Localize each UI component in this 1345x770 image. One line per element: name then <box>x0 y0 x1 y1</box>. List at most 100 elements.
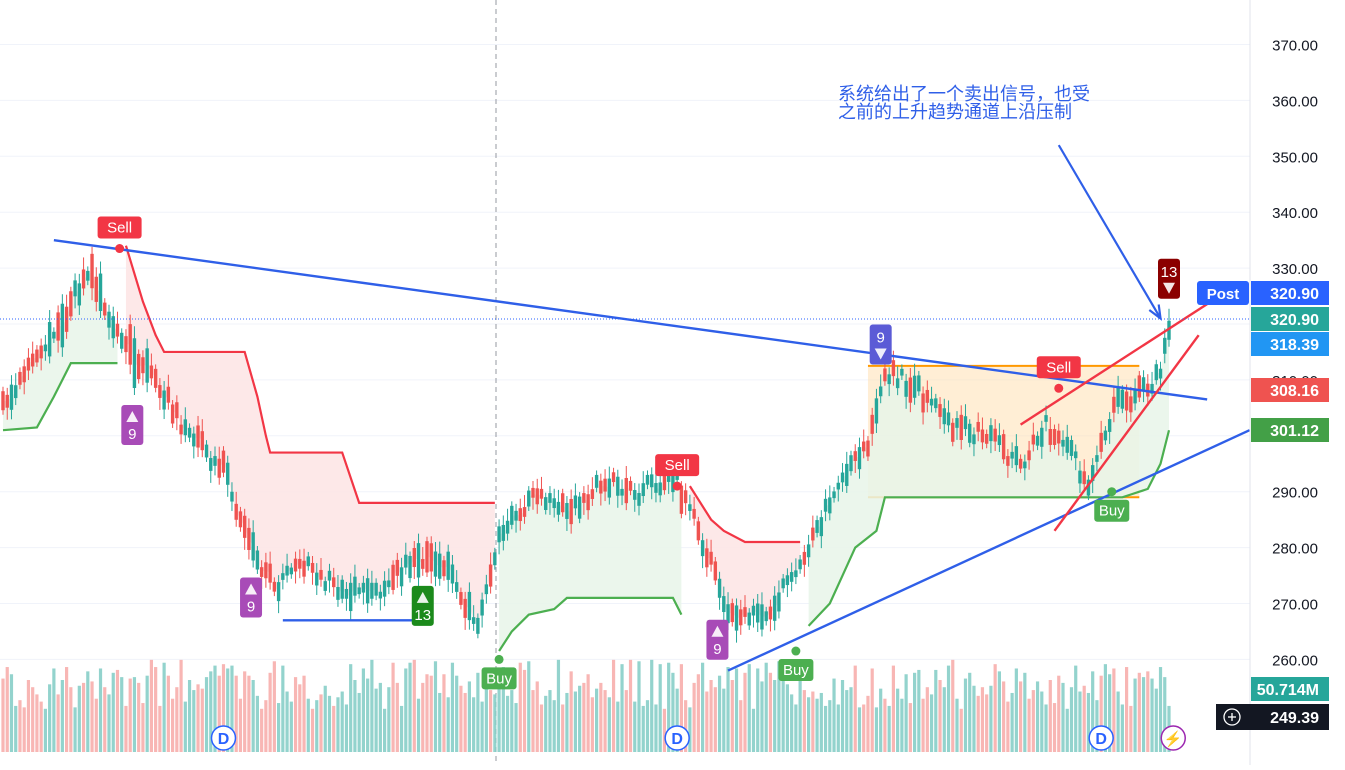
candle-body <box>857 447 862 470</box>
candle-body <box>136 353 141 380</box>
candle-body <box>505 520 510 534</box>
volume-bar <box>599 682 603 752</box>
candle-body <box>26 357 31 371</box>
supertrend-fill <box>689 486 801 620</box>
candle-body <box>730 603 734 623</box>
volume-bar <box>785 684 789 752</box>
candle-body <box>319 569 323 580</box>
volume-bar <box>204 677 209 752</box>
volume-bar <box>1108 674 1112 752</box>
supertrend-fill <box>499 476 682 652</box>
volume-bar <box>166 675 170 752</box>
candle-body <box>552 498 556 509</box>
candle-body <box>836 482 840 490</box>
candle-body <box>747 612 751 626</box>
candle-body <box>696 521 701 541</box>
volume-bar <box>832 678 836 752</box>
volume-bar <box>94 698 98 752</box>
candle-body <box>1061 439 1065 447</box>
volume-bar <box>985 694 989 752</box>
candle-body <box>209 458 213 471</box>
candle-body <box>1141 377 1146 391</box>
signal-sell-label[interactable] <box>1036 356 1081 379</box>
candle-body <box>69 291 73 317</box>
candle-body <box>802 551 807 565</box>
volume-bar <box>578 685 582 752</box>
volume-bar <box>667 662 671 752</box>
volume-bar <box>857 707 862 752</box>
trend-line[interactable] <box>1019 283 1238 426</box>
candle-body <box>908 377 913 403</box>
candle-body <box>395 559 400 576</box>
signal-buy-label[interactable] <box>481 667 517 690</box>
price-tag <box>1251 378 1329 402</box>
volume-bar <box>870 668 874 752</box>
plus-icon[interactable] <box>1223 708 1241 726</box>
volume-bar <box>467 681 471 752</box>
dividend-icon[interactable] <box>664 725 690 751</box>
candle-body <box>179 424 183 435</box>
volume-bar <box>1027 698 1031 752</box>
price-tag-label: 249.39 <box>1270 710 1319 727</box>
volume-bar <box>1019 681 1023 752</box>
candle-body <box>1112 396 1116 413</box>
candle-body <box>268 563 272 583</box>
signal-sell-label[interactable] <box>97 216 142 239</box>
candle-body <box>887 374 891 385</box>
candle-body <box>60 303 65 348</box>
candle-body <box>637 492 641 506</box>
volume-bar <box>764 662 768 752</box>
candle-body <box>306 556 310 567</box>
price-tag <box>1251 677 1329 701</box>
signal-buy-label[interactable] <box>1094 499 1130 522</box>
candle-body <box>429 543 433 572</box>
dividend-label: D <box>671 731 683 748</box>
volume-bar <box>925 687 929 752</box>
td-count-badge <box>411 585 434 626</box>
volume-bar <box>289 701 293 752</box>
volume-bar <box>162 662 166 752</box>
volume-bar <box>107 694 111 752</box>
volume-bar <box>955 698 959 752</box>
candle-body <box>815 520 819 533</box>
candle-body <box>756 603 760 623</box>
signal-sell-label[interactable] <box>655 454 700 477</box>
price-tick-label: 260.00 <box>1272 652 1318 669</box>
candle-body <box>86 270 90 281</box>
candle-body <box>196 425 200 448</box>
volume-bar <box>1031 690 1035 752</box>
candle-body <box>149 365 154 379</box>
trend-line[interactable] <box>727 429 1251 672</box>
trend-line[interactable] <box>1053 334 1200 532</box>
triangle-down-icon <box>874 348 887 360</box>
volume-bar <box>840 680 845 752</box>
trend-line[interactable] <box>53 238 1208 401</box>
volume-bar <box>1137 672 1141 752</box>
signal-buy-label[interactable] <box>778 659 814 682</box>
dividend-icon[interactable] <box>210 725 237 751</box>
candle-body <box>683 490 688 504</box>
volume-bar <box>913 672 917 752</box>
candle-body <box>1133 390 1137 404</box>
lightning-icon[interactable] <box>1160 725 1186 751</box>
candle-body <box>52 331 56 339</box>
candle-body <box>247 527 251 550</box>
volume-bar <box>98 668 103 752</box>
dividend-icon[interactable] <box>1088 725 1114 751</box>
volume-bar <box>819 692 823 752</box>
volume-bar <box>1074 665 1078 752</box>
candle-body <box>688 504 692 511</box>
candle-body <box>616 476 620 496</box>
candle-body <box>811 527 815 541</box>
candle-body <box>1052 429 1057 445</box>
candle-body <box>378 591 383 599</box>
candle-body <box>544 497 548 511</box>
volume-bar <box>522 669 527 752</box>
volume-bar <box>238 698 243 752</box>
volume-bar <box>1069 687 1074 752</box>
candle-body <box>620 488 624 496</box>
candle-body <box>187 427 192 438</box>
candle-body <box>705 548 709 568</box>
volume-bar <box>777 661 781 752</box>
